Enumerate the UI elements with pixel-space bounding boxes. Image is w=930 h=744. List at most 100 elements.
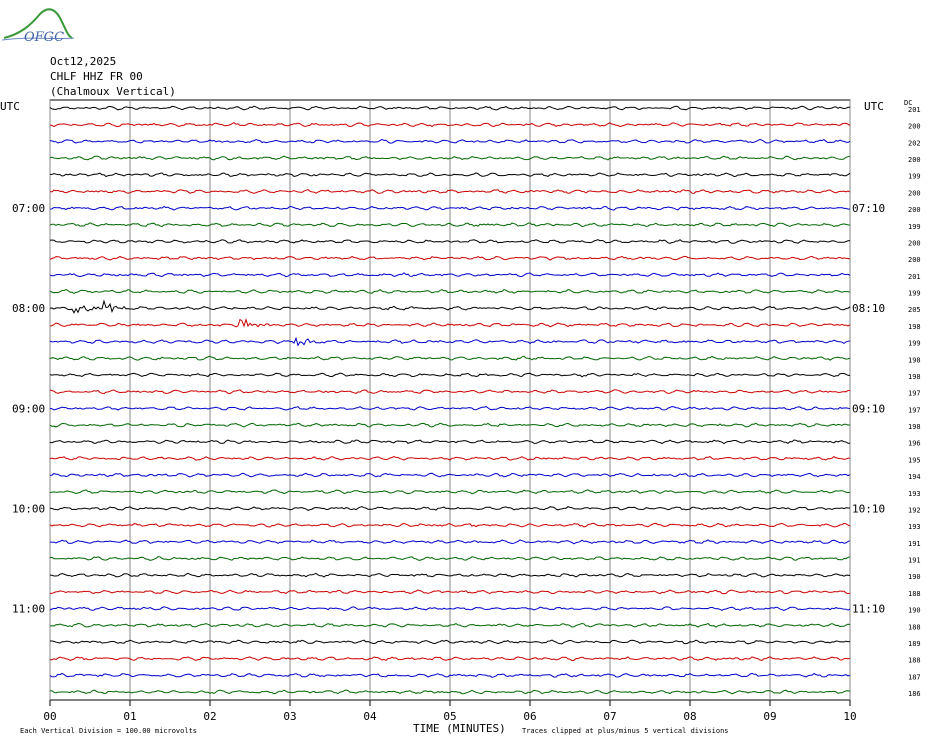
hour-label-left: 07:00 [12,202,45,215]
dc-value: 186 [908,690,921,698]
dc-value: 200 [908,239,921,247]
hour-label-right: 11:10 [852,603,885,616]
trace [49,122,851,128]
dc-value: 188 [908,623,921,631]
hour-label-right: 07:10 [852,202,885,215]
trace [49,189,851,194]
trace [49,506,850,511]
trace [49,205,851,211]
dc-value: 188 [908,590,921,598]
trace [49,105,850,111]
dc-value: 193 [908,523,921,531]
dc-value: 193 [908,490,921,498]
station: CHLF HHZ FR 00 [50,70,143,83]
dc-value: 198 [908,373,921,381]
x-tick-label: 07 [603,710,616,723]
trace [49,622,851,628]
dc-value: 201 [908,106,921,114]
dc-value: 199 [908,173,921,181]
x-tick-label: 09 [763,710,776,723]
trace [49,336,851,347]
dc-value: 192 [908,506,921,514]
trace [49,522,851,528]
dc-label: DC [904,99,912,107]
trace [49,455,851,461]
trace [49,472,851,478]
x-tick-label: 00 [43,710,56,723]
trace [49,272,851,278]
dc-value: 202 [908,139,921,147]
tz-right: UTC [864,100,884,113]
dc-value: 200 [908,206,921,214]
logo-line [1,37,75,41]
dc-value: 198 [908,356,921,364]
trace [49,222,851,228]
x-tick-label: 05 [443,710,456,723]
dc-value: 188 [908,657,921,665]
dc-value: 189 [908,640,921,648]
trace [49,439,851,445]
hour-label-left: 11:00 [12,603,45,616]
dc-value: 199 [908,340,921,348]
x-tick-label: 10 [843,710,856,723]
tz-left: UTC [0,100,20,113]
trace [49,606,851,611]
dc-value: 205 [908,306,921,314]
dc-value: 198 [908,423,921,431]
footer-right: Traces clipped at plus/minus 5 vertical … [522,727,729,735]
x-tick-label: 06 [523,710,536,723]
trace [49,317,851,328]
logo-text: OFGC [24,30,64,45]
trace [49,289,851,294]
trace [49,239,851,244]
dc-value: 191 [908,557,921,565]
logo: OFGC [1,8,75,45]
trace [49,155,851,161]
logo-curve [3,8,73,39]
hour-label-right: 08:10 [852,302,885,315]
trace [49,405,851,411]
footer-left: Each Vertical Division = 100.00 microvol… [20,727,197,735]
trace [49,299,851,314]
date: Oct12,2025 [50,55,116,68]
trace [49,672,851,678]
trace [49,372,851,378]
trace [49,556,851,561]
trace [49,172,851,178]
trace [49,355,851,361]
dc-value: 199 [908,223,921,231]
trace [49,138,851,144]
x-tick-label: 02 [203,710,216,723]
x-tick-label: 04 [363,710,377,723]
hour-label-left: 09:00 [12,402,45,415]
trace [50,689,851,695]
dc-value: 197 [908,390,921,398]
dc-value: 198 [908,323,921,331]
trace [49,255,851,261]
hour-label-left: 08:00 [12,302,45,315]
dc-value: 187 [908,673,921,681]
dc-value: 200 [908,156,921,164]
trace [49,589,851,595]
hour-label-right: 10:10 [852,502,885,515]
trace [49,422,851,428]
dc-value: 197 [908,406,921,414]
dc-value: 191 [908,540,921,548]
dc-value: 196 [908,440,921,448]
trace [49,389,850,395]
x-label: TIME (MINUTES) [413,722,506,735]
trace [49,539,851,545]
dc-value: 200 [908,123,921,131]
dc-value: 200 [908,189,921,197]
hour-label-left: 10:00 [12,502,45,515]
trace [50,639,851,645]
x-tick-label: 08 [683,710,696,723]
x-tick-label: 03 [283,710,296,723]
hour-label-right: 09:10 [852,402,885,415]
dc-value: 199 [908,290,921,298]
dc-value: 200 [908,256,921,264]
x-tick-label: 01 [123,710,136,723]
trace [49,656,851,662]
dc-value: 190 [908,607,921,615]
